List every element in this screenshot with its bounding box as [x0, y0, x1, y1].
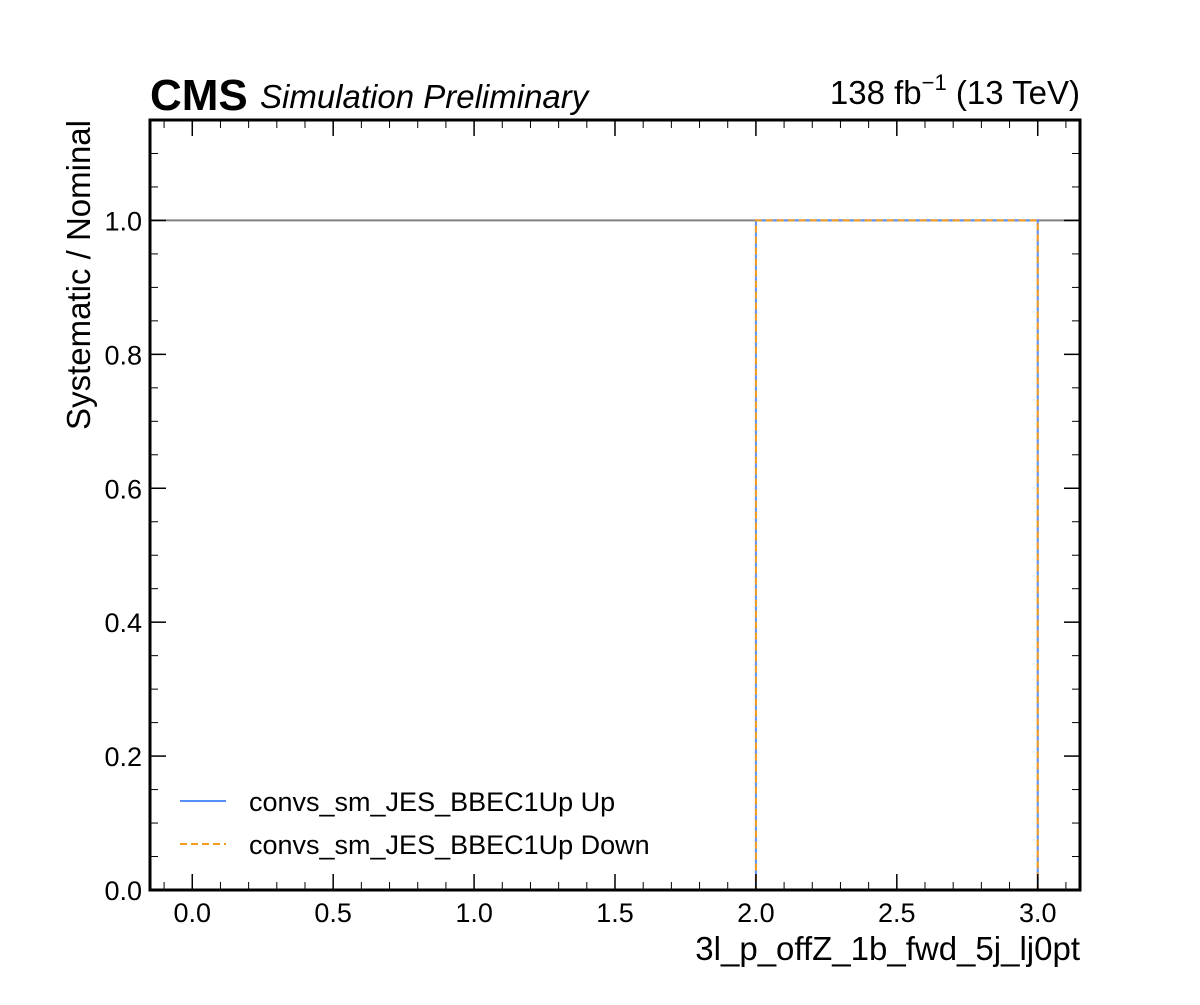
y-tick-label: 0.4 [104, 608, 142, 638]
legend-label-1: convs_sm_JES_BBEC1Up Up [249, 787, 615, 817]
y-tick-label: 0.6 [104, 474, 142, 504]
cms-label: CMS [150, 71, 248, 120]
x-tick-label: 1.0 [455, 898, 493, 928]
x-tick-label: 0.5 [314, 898, 352, 928]
legend-label-2: convs_sm_JES_BBEC1Up Down [249, 830, 650, 860]
simulation-label: Simulation Preliminary [260, 78, 591, 115]
lumi-value: 138 fb [830, 74, 922, 111]
y-axis-title: Systematic / Nominal [60, 120, 97, 430]
y-tick-label: 1.0 [104, 206, 142, 236]
y-tick-label: 0.2 [104, 742, 142, 772]
x-tick-label: 1.5 [596, 898, 634, 928]
x-axis-title: 3l_p_offZ_1b_fwd_5j_lj0pt [695, 930, 1080, 967]
plot-frame [148, 118, 1082, 892]
x-tick-label: 3.0 [1019, 898, 1057, 928]
y-tick-label: 0.8 [104, 340, 142, 370]
x-tick-label: 0.0 [173, 898, 211, 928]
lumi-exponent: −1 [922, 70, 947, 95]
legend: convs_sm_JES_BBEC1Up Up convs_sm_JES_BBEC… [180, 787, 650, 860]
luminosity-label: 138 fb−1 (13 TeV) [830, 70, 1080, 111]
x-tick-label: 2.0 [737, 898, 775, 928]
y-tick-label: 0.0 [104, 876, 142, 906]
energy-label: (13 TeV) [947, 74, 1080, 111]
x-tick-label: 2.5 [878, 898, 916, 928]
chart-header: CMS Simulation Preliminary 138 fb−1 (13 … [150, 70, 1080, 120]
